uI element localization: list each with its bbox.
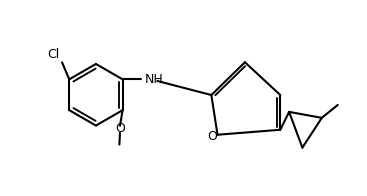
Text: NH: NH [144,73,163,86]
Text: O: O [207,130,217,143]
Text: Cl: Cl [47,48,59,61]
Text: O: O [115,122,125,135]
